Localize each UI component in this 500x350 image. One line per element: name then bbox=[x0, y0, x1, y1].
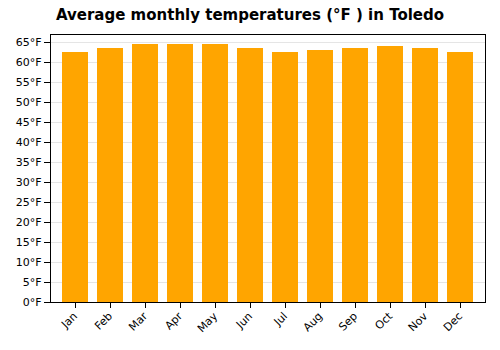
svg-text:60°F: 60°F bbox=[16, 56, 42, 69]
svg-text:Aug: Aug bbox=[301, 310, 325, 334]
svg-text:5°F: 5°F bbox=[23, 276, 42, 289]
svg-text:Jul: Jul bbox=[271, 310, 290, 329]
svg-text:May: May bbox=[195, 309, 221, 335]
svg-text:Apr: Apr bbox=[162, 309, 185, 332]
svg-text:Nov: Nov bbox=[406, 309, 431, 334]
svg-text:40°F: 40°F bbox=[16, 136, 42, 149]
svg-text:20°F: 20°F bbox=[16, 216, 42, 229]
html-text:Average monthly temperatures (: Average monthly temperatures (°F ) in To… bbox=[55, 6, 444, 24]
svg-text:Sep: Sep bbox=[336, 310, 360, 334]
svg-text:0°F: 0°F bbox=[23, 296, 42, 309]
svg-text:25°F: 25°F bbox=[16, 196, 42, 209]
svg-text:45°F: 45°F bbox=[16, 116, 42, 129]
svg-text:Dec: Dec bbox=[441, 310, 465, 334]
svg-text:65°F: 65°F bbox=[16, 36, 42, 49]
svg-text:Oct: Oct bbox=[372, 309, 395, 332]
svg-text:Feb: Feb bbox=[92, 310, 115, 333]
svg-text:55°F: 55°F bbox=[16, 76, 42, 89]
svg-text:10°F: 10°F bbox=[16, 256, 42, 269]
svg-text:15°F: 15°F bbox=[16, 236, 42, 249]
svg-text:Mar: Mar bbox=[126, 309, 150, 333]
svg-text:50°F: 50°F bbox=[16, 96, 42, 109]
svg-text:Jan: Jan bbox=[58, 310, 80, 332]
svg-text:35°F: 35°F bbox=[16, 156, 42, 169]
svg-text:30°F: 30°F bbox=[16, 176, 42, 189]
svg-text:Jun: Jun bbox=[233, 310, 255, 332]
